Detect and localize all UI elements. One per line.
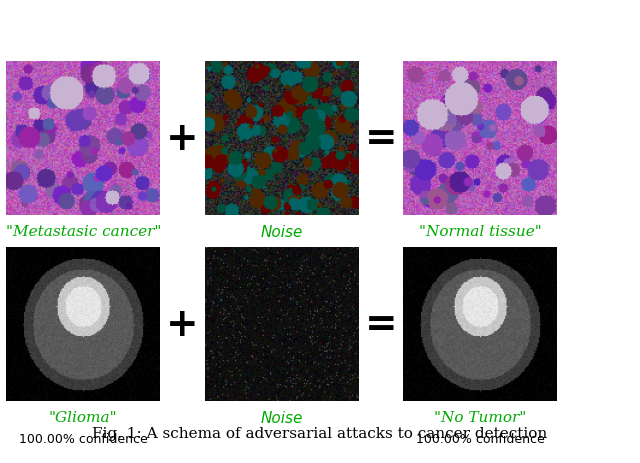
- Text: +: +: [166, 305, 198, 343]
- Text: =: =: [365, 120, 397, 158]
- Text: Fig. 1: A schema of adversarial attacks to cancer detection: Fig. 1: A schema of adversarial attacks …: [92, 426, 548, 440]
- Text: 100.00% confidence: 100.00% confidence: [415, 247, 545, 260]
- Text: "No Tumor": "No Tumor": [434, 410, 526, 424]
- Text: +: +: [166, 120, 198, 158]
- Text: 99.99% confidence: 99.99% confidence: [23, 247, 143, 260]
- Text: "Glioma": "Glioma": [49, 410, 118, 424]
- Text: Noise: Noise: [260, 225, 303, 239]
- Text: 100.00% confidence: 100.00% confidence: [415, 432, 545, 445]
- Text: "Metastasic cancer": "Metastasic cancer": [6, 225, 161, 238]
- Text: "Normal tissue": "Normal tissue": [419, 225, 541, 238]
- Text: 100.00% confidence: 100.00% confidence: [19, 432, 148, 445]
- Text: =: =: [365, 305, 397, 343]
- Text: Noise: Noise: [260, 410, 303, 425]
